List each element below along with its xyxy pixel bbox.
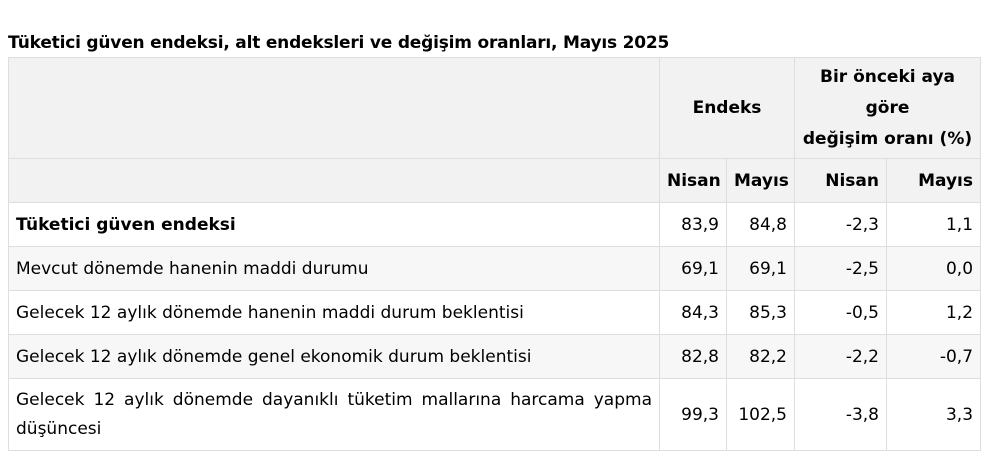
change-header-line-2: göre [865, 97, 910, 118]
cell-chg-nisan: -2,2 [794, 334, 887, 379]
cell-idx-mayis: 69,1 [726, 246, 795, 291]
consumer-confidence-table: Endeks Bir önceki aya göre değişim oranı… [8, 57, 982, 451]
cell-chg-mayis: 3,3 [885, 378, 982, 451]
cell-idx-nisan: 82,8 [659, 334, 727, 379]
header-empty-cell [8, 57, 660, 159]
row-label: Gelecek 12 aylık dönemde hanenin maddi d… [8, 290, 660, 335]
table-row: Gelecek 12 aylık dönemde hanenin maddi d… [8, 290, 982, 335]
cell-chg-mayis: -0,7 [885, 334, 982, 379]
cell-chg-nisan: -0,5 [794, 290, 887, 335]
table-caption: Tüketici güven endeksi, alt endeksleri v… [8, 33, 670, 53]
table-row: Gelecek 12 aylık dönemde dayanıklı tüket… [8, 378, 982, 451]
cell-chg-nisan: -2,3 [794, 202, 887, 247]
col-header-idx-mayis: Mayıs [726, 158, 795, 203]
change-rate-header: Bir önceki aya göre değişim oranı (%) [793, 57, 982, 159]
col-header-idx-nisan: Nisan [659, 158, 727, 203]
row-label: Mevcut dönemde hanenin maddi durumu [8, 246, 660, 291]
row-label: Tüketici güven endeksi [8, 202, 660, 247]
cell-chg-nisan: -3,8 [794, 378, 887, 451]
cell-idx-nisan: 99,3 [659, 378, 727, 451]
cell-idx-mayis: 84,8 [726, 202, 795, 247]
col-header-chg-mayis: Mayıs [885, 158, 982, 203]
cell-idx-nisan: 84,3 [659, 290, 727, 335]
table-row: Tüketici güven endeksi 83,9 84,8 -2,3 1,… [8, 202, 982, 247]
cell-chg-mayis: 1,2 [885, 290, 982, 335]
cell-idx-mayis: 82,2 [726, 334, 795, 379]
header-empty-cell [8, 158, 660, 203]
change-header-line-3: değişim oranı (%) [802, 128, 973, 149]
cell-chg-mayis: 1,1 [885, 202, 982, 247]
endeks-header: Endeks [659, 57, 795, 159]
cell-chg-mayis: 0,0 [885, 246, 982, 291]
cell-idx-mayis: 85,3 [726, 290, 795, 335]
header-row-top: Endeks Bir önceki aya göre değişim oranı… [8, 57, 982, 159]
row-label: Gelecek 12 aylık dönemde genel ekonomik … [8, 334, 660, 379]
row-label: Gelecek 12 aylık dönemde dayanıklı tüket… [8, 378, 660, 451]
table-row: Gelecek 12 aylık dönemde genel ekonomik … [8, 334, 982, 379]
col-header-chg-nisan: Nisan [794, 158, 887, 203]
change-header-line-1: Bir önceki aya [819, 66, 956, 87]
cell-idx-mayis: 102,5 [726, 378, 795, 451]
header-row-months: Nisan Mayıs Nisan Mayıs [8, 158, 982, 203]
cell-idx-nisan: 69,1 [659, 246, 727, 291]
cell-chg-nisan: -2,5 [794, 246, 887, 291]
cell-idx-nisan: 83,9 [659, 202, 727, 247]
table-row: Mevcut dönemde hanenin maddi durumu 69,1… [8, 246, 982, 291]
